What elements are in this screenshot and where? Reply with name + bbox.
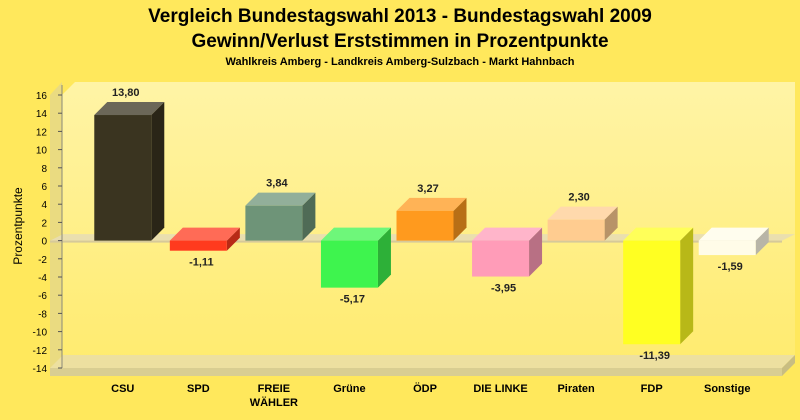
floor-side bbox=[782, 355, 795, 376]
x-tick-label: Sonstige bbox=[704, 383, 750, 395]
x-tick-label: CSU bbox=[111, 383, 134, 395]
x-tick-label: Grüne bbox=[333, 383, 365, 395]
bar-top bbox=[547, 206, 618, 220]
bar-top bbox=[698, 227, 769, 241]
bar-side bbox=[302, 192, 316, 241]
x-tick-label: SPD bbox=[187, 383, 210, 395]
y-tick-label: -6 bbox=[38, 291, 47, 302]
y-tick-label: 14 bbox=[36, 109, 48, 120]
bar-value-label: -1,59 bbox=[718, 261, 743, 273]
bar bbox=[623, 227, 694, 345]
y-tick-label: -8 bbox=[38, 309, 47, 320]
y-tick-label: 8 bbox=[41, 164, 47, 175]
chart-title: Vergleich Bundestagswahl 2013 - Bundesta… bbox=[148, 6, 652, 27]
bar bbox=[94, 102, 165, 241]
bar-side bbox=[604, 206, 618, 241]
bar bbox=[396, 197, 467, 241]
x-tick-label: ÖDP bbox=[413, 382, 437, 395]
x-tick-label: DIE LINKE bbox=[473, 383, 527, 395]
y-tick-label: 16 bbox=[36, 91, 48, 102]
y-tick-label: -12 bbox=[33, 346, 48, 357]
floor-front bbox=[50, 368, 782, 376]
bar-front bbox=[623, 240, 681, 345]
y-tick-label: 4 bbox=[41, 200, 47, 211]
chart-subsubtitle: Wahlkreis Amberg - Landkreis Amberg-Sulz… bbox=[225, 56, 574, 68]
y-tick-label: -2 bbox=[38, 255, 47, 266]
bar-side bbox=[529, 227, 543, 277]
floor-top bbox=[50, 355, 795, 368]
bar-top bbox=[94, 102, 165, 116]
y-tick-label: -14 bbox=[33, 364, 48, 375]
bar-value-label: 3,84 bbox=[266, 178, 288, 190]
bar-side bbox=[453, 197, 467, 241]
bar-side bbox=[226, 227, 240, 251]
y-tick-label: 6 bbox=[41, 182, 47, 193]
bar-front bbox=[245, 205, 303, 241]
bar-front bbox=[94, 115, 152, 241]
chart-subtitle: Gewinn/Verlust Erststimmen in Prozentpun… bbox=[191, 31, 608, 52]
bar-top bbox=[396, 197, 467, 211]
bar-front bbox=[320, 240, 378, 288]
bar bbox=[698, 227, 769, 256]
bar-side bbox=[151, 102, 165, 241]
bar-front bbox=[169, 240, 227, 251]
bar-top bbox=[623, 227, 694, 241]
x-tick-label: Piraten bbox=[557, 383, 595, 395]
y-tick-label: -4 bbox=[38, 273, 47, 284]
bar-value-label: -1,11 bbox=[189, 257, 213, 269]
bar-value-label: 13,80 bbox=[112, 87, 140, 99]
bar-value-label: 2,30 bbox=[568, 192, 589, 204]
bar-side bbox=[377, 227, 391, 288]
x-tick-label: FDP bbox=[641, 383, 663, 395]
bar-top bbox=[472, 227, 543, 241]
y-axis-label: Prozentpunkte bbox=[11, 187, 25, 265]
bar-front bbox=[547, 219, 605, 241]
zero-band-front bbox=[50, 240, 782, 243]
x-tick-label: FREIE bbox=[258, 383, 290, 395]
y-tick-label: 10 bbox=[36, 146, 48, 157]
bar-value-label: -3,95 bbox=[491, 283, 516, 295]
bar bbox=[547, 206, 618, 241]
bar-front bbox=[698, 240, 756, 256]
bar bbox=[472, 227, 543, 277]
bar-front bbox=[396, 210, 454, 241]
bar-side bbox=[755, 227, 769, 256]
bar-value-label: -11,39 bbox=[639, 350, 670, 362]
side-wall bbox=[50, 82, 62, 368]
bar bbox=[320, 227, 391, 288]
bar-top bbox=[245, 192, 316, 206]
y-tick-label: -10 bbox=[33, 328, 48, 339]
bar-value-label: 3,27 bbox=[417, 183, 438, 195]
bar-top bbox=[320, 227, 391, 241]
y-tick-label: 0 bbox=[41, 237, 47, 248]
bar-side bbox=[680, 227, 694, 345]
bar-value-label: -5,17 bbox=[340, 294, 365, 306]
x-tick-label: WÄHLER bbox=[250, 396, 298, 409]
bar bbox=[169, 227, 240, 251]
bar bbox=[245, 192, 316, 241]
bar-front bbox=[472, 240, 530, 277]
y-tick-label: 12 bbox=[36, 127, 48, 138]
bar-top bbox=[169, 227, 240, 241]
y-tick-label: 2 bbox=[41, 218, 47, 229]
